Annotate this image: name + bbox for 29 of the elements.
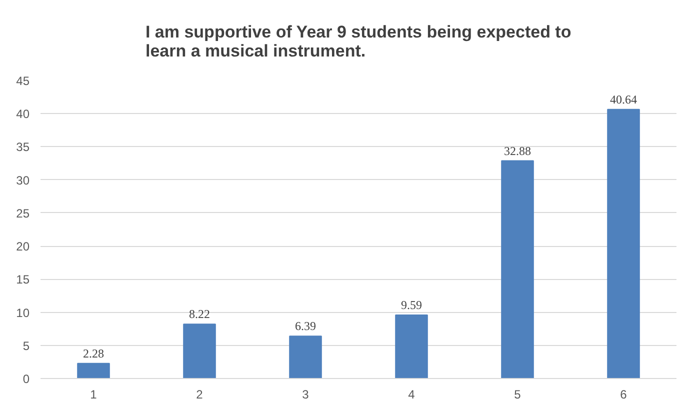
x-tick-label: 4 bbox=[408, 388, 416, 402]
y-tick-label: 35 bbox=[16, 140, 30, 154]
bar bbox=[77, 362, 110, 378]
y-tick-label: 10 bbox=[16, 306, 30, 320]
data-label: 6.39 bbox=[295, 319, 316, 334]
y-tick-label: 0 bbox=[22, 372, 30, 386]
data-label: 32.88 bbox=[504, 144, 531, 158]
chart-title: I am supportive of Year 9 students being expected to learn a musical instrument. bbox=[145, 22, 572, 60]
y-tick-label: 20 bbox=[16, 240, 30, 254]
y-tick-label: 15 bbox=[16, 272, 30, 287]
y-tick-label: 5 bbox=[22, 338, 30, 353]
bar bbox=[395, 314, 428, 378]
x-tick-label: 2 bbox=[196, 388, 204, 402]
x-tick-label: 3 bbox=[302, 388, 310, 402]
bar bbox=[289, 336, 322, 378]
data-label: 2.28 bbox=[83, 346, 104, 360]
x-tick-label: 6 bbox=[620, 388, 628, 402]
bar bbox=[183, 324, 216, 378]
y-tick-label: 25 bbox=[16, 206, 30, 220]
data-label: 40.64 bbox=[610, 92, 637, 106]
y-tick-label: 45 bbox=[16, 74, 30, 88]
x-tick-label: 5 bbox=[514, 388, 522, 402]
y-tick-label: 30 bbox=[16, 173, 30, 188]
y-tick-label: 40 bbox=[16, 107, 30, 122]
data-label: 9.59 bbox=[401, 298, 422, 312]
bar bbox=[501, 160, 534, 378]
x-tick-label: 1 bbox=[90, 388, 98, 402]
data-label: 8.22 bbox=[189, 307, 210, 322]
bar bbox=[607, 108, 640, 378]
